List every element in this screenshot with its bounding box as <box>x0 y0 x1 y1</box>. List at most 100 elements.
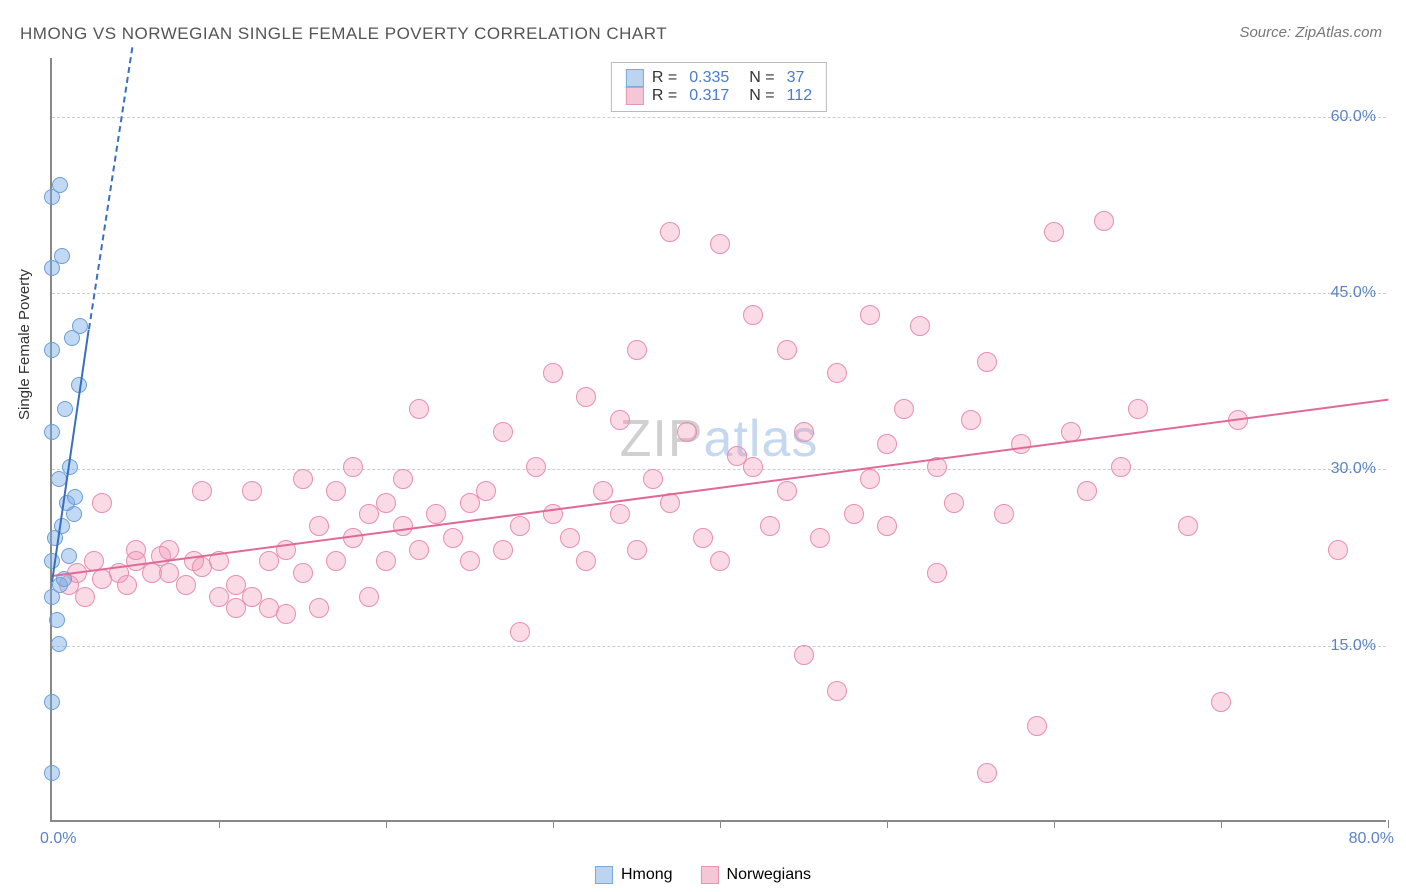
data-point <box>994 504 1014 524</box>
data-point <box>67 489 83 505</box>
data-point <box>1128 399 1148 419</box>
data-point <box>75 587 95 607</box>
x-tick <box>553 820 554 828</box>
data-point <box>1044 222 1064 242</box>
data-point <box>560 528 580 548</box>
n-label: N = <box>749 87 774 105</box>
x-tick <box>1388 820 1389 828</box>
legend-item-hmong: Hmong <box>595 866 673 884</box>
data-point <box>242 481 262 501</box>
data-point <box>309 598 329 618</box>
data-point <box>576 387 596 407</box>
gridline-h <box>52 293 1386 294</box>
data-point <box>176 575 196 595</box>
x-tick <box>720 820 721 828</box>
x-tick <box>386 820 387 828</box>
data-point <box>376 551 396 571</box>
gridline-h <box>52 469 1386 470</box>
data-point <box>743 457 763 477</box>
data-point <box>44 694 60 710</box>
data-point <box>72 318 88 334</box>
x-tick <box>1054 820 1055 828</box>
data-point <box>44 553 60 569</box>
data-point <box>443 528 463 548</box>
data-point <box>710 234 730 254</box>
data-point <box>794 422 814 442</box>
data-point <box>760 516 780 536</box>
data-point <box>476 481 496 501</box>
data-point <box>57 401 73 417</box>
legend-swatch-hmong <box>626 69 644 87</box>
data-point <box>894 399 914 419</box>
data-point <box>1011 434 1031 454</box>
y-axis-label: Single Female Poverty <box>16 269 33 420</box>
y-tick-label: 60.0% <box>1331 108 1376 126</box>
data-point <box>660 222 680 242</box>
data-point <box>777 481 797 501</box>
data-point <box>192 481 212 501</box>
data-point <box>1077 481 1097 501</box>
r-label: R = <box>652 87 677 105</box>
data-point <box>610 504 630 524</box>
data-point <box>510 622 530 642</box>
trend-line <box>51 329 90 582</box>
data-point <box>593 481 613 501</box>
r-label: R = <box>652 69 677 87</box>
data-point <box>1111 457 1131 477</box>
legend-swatch-norwegians <box>701 866 719 884</box>
data-point <box>52 177 68 193</box>
data-point <box>409 540 429 560</box>
data-point <box>827 363 847 383</box>
data-point <box>543 363 563 383</box>
data-point <box>610 410 630 430</box>
data-point <box>526 457 546 477</box>
legend-swatch-hmong <box>595 866 613 884</box>
data-point <box>359 587 379 607</box>
source-label: Source: ZipAtlas.com <box>1239 24 1382 41</box>
data-point <box>393 469 413 489</box>
data-point <box>944 493 964 513</box>
data-point <box>677 422 697 442</box>
data-point <box>343 457 363 477</box>
data-point <box>844 504 864 524</box>
data-point <box>326 551 346 571</box>
data-point <box>910 316 930 336</box>
data-point <box>44 765 60 781</box>
x-tick <box>219 820 220 828</box>
data-point <box>326 481 346 501</box>
data-point <box>627 540 647 560</box>
data-point <box>51 636 67 652</box>
data-point <box>1211 692 1231 712</box>
data-point <box>293 563 313 583</box>
legend-swatch-norwegians <box>626 87 644 105</box>
data-point <box>376 493 396 513</box>
data-point <box>1178 516 1198 536</box>
r-value: 0.317 <box>689 87 729 105</box>
series-legend: Hmong Norwegians <box>595 866 811 884</box>
gridline-h <box>52 646 1386 647</box>
n-value: 37 <box>787 69 805 87</box>
y-tick-label: 15.0% <box>1331 637 1376 655</box>
r-value: 0.335 <box>689 69 729 87</box>
data-point <box>743 305 763 325</box>
data-point <box>117 575 137 595</box>
data-point <box>54 248 70 264</box>
n-value: 112 <box>787 87 813 105</box>
legend-item-norwegians: Norwegians <box>701 866 811 884</box>
y-tick-label: 45.0% <box>1331 284 1376 302</box>
data-point <box>810 528 830 548</box>
data-point <box>510 516 530 536</box>
scatter-chart: ZIPatlas R = 0.335 N = 37 R = 0.317 N = … <box>50 58 1386 822</box>
data-point <box>860 469 880 489</box>
data-point <box>493 422 513 442</box>
data-point <box>977 763 997 783</box>
data-point <box>643 469 663 489</box>
trend-line <box>88 47 133 329</box>
data-point <box>276 604 296 624</box>
legend-row-norwegians: R = 0.317 N = 112 <box>626 87 812 105</box>
data-point <box>309 516 329 536</box>
data-point <box>92 493 112 513</box>
n-label: N = <box>749 69 774 87</box>
y-tick-label: 30.0% <box>1331 460 1376 478</box>
watermark: ZIPatlas <box>620 409 819 469</box>
